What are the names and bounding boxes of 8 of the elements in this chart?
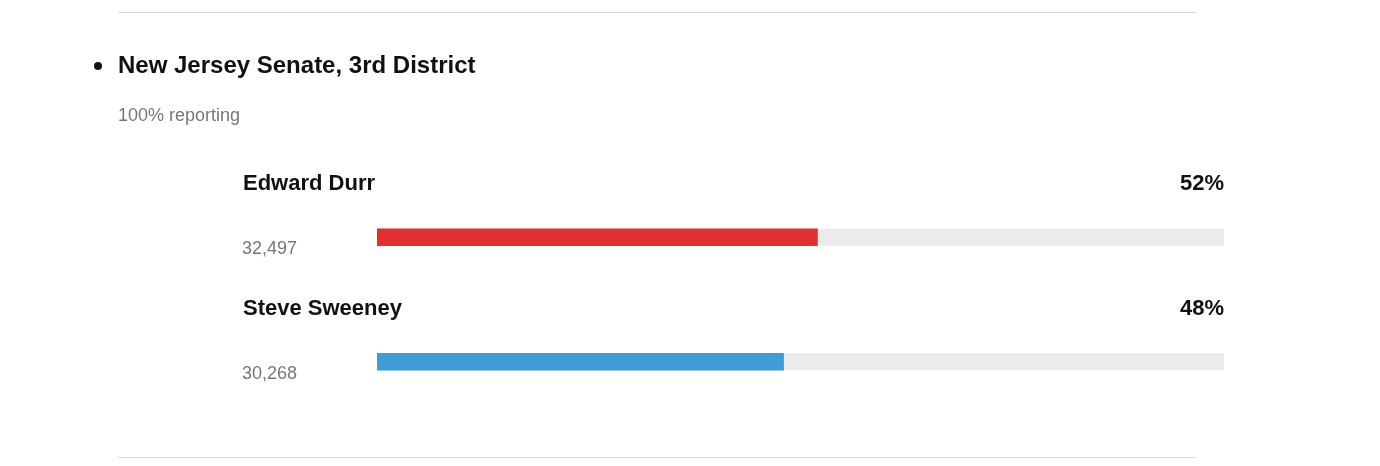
data-label: 52%	[1179, 170, 1224, 196]
y-tick-label: Steve Sweeney	[243, 294, 403, 320]
text: 100% reporting	[118, 105, 241, 126]
text: 32,497	[242, 238, 298, 259]
text: 30,268	[242, 362, 298, 383]
chart-title: New Jersey Senate, 3rd District	[118, 51, 476, 79]
data-label: 48%	[1179, 294, 1224, 320]
y-tick-label: Edward Durr	[243, 170, 376, 196]
